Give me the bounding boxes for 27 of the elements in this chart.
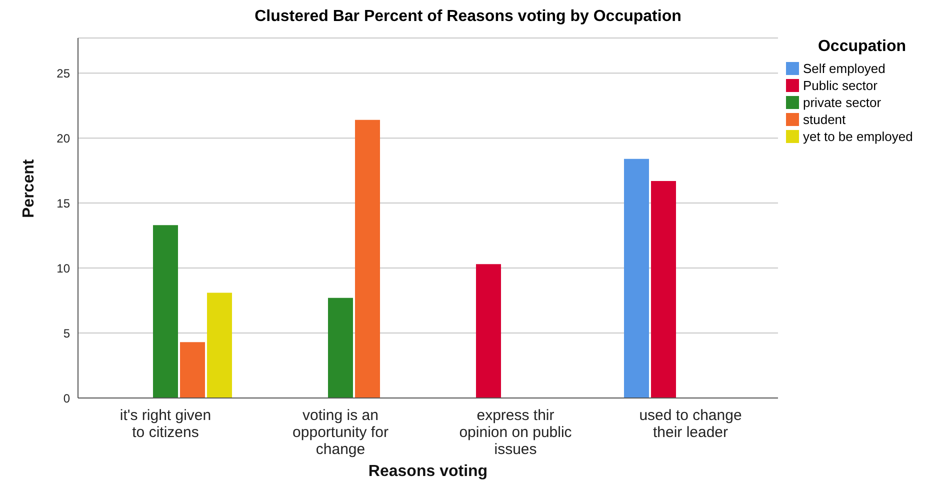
chart-title: Clustered Bar Percent of Reasons voting by Occupation [254, 8, 682, 27]
bar [153, 225, 178, 398]
bar [355, 120, 380, 398]
legend-label: Self employed [802, 60, 886, 77]
y-tick-label: 20 [56, 131, 70, 146]
x-axis-title: Reasons voting [368, 463, 488, 480]
y-tick-label: 25 [56, 66, 70, 80]
x-tick-label: voting is an opportunity for change [292, 407, 388, 458]
legend-label: private sector [802, 94, 882, 111]
y-tick-label: 15 [56, 196, 70, 210]
bar [651, 180, 676, 398]
legend-label: Public sector [802, 77, 878, 94]
legend-label: student [802, 111, 847, 128]
bar [207, 292, 232, 398]
bar [624, 158, 649, 398]
bar [180, 342, 205, 398]
x-tick-label: it's right given to citizens [120, 407, 212, 441]
y-tick-label: 10 [56, 261, 70, 276]
y-tick-label: 0 [63, 391, 70, 406]
bar [476, 264, 501, 398]
x-tick-label: express thir opinion on public issues [459, 407, 572, 458]
bar [328, 298, 353, 398]
x-tick-label: used to change their leader [639, 407, 742, 441]
legend-title: Occupation [816, 38, 907, 56]
y-tick-label: 5 [63, 326, 70, 340]
y-axis-title: Percent [20, 158, 38, 218]
legend-label: yet to be employed [802, 128, 914, 145]
